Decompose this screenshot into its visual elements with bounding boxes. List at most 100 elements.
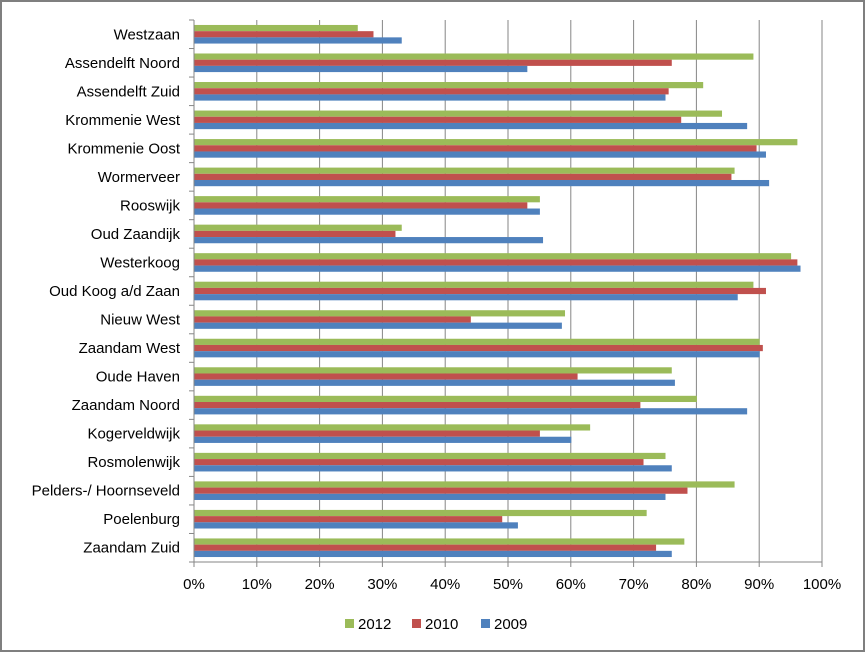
category-label: Assendelft Zuid (77, 83, 180, 100)
bar-2012-13 (194, 395, 697, 403)
bar-2009-7 (194, 237, 544, 244)
category-label: Westzaan (114, 26, 180, 43)
bar-2012-15 (194, 452, 666, 460)
category-label: Westerkoog (100, 254, 180, 271)
x-tick-label: 80% (681, 576, 711, 593)
bar-2010-6 (194, 202, 528, 209)
legend-swatch-2012 (345, 619, 354, 628)
category-label: Rosmolenwijk (87, 454, 180, 471)
bar-2009-18 (194, 550, 672, 558)
x-tick-label: 60% (556, 576, 586, 593)
x-tick-label: 70% (619, 576, 649, 593)
bar-2010-4 (194, 145, 757, 152)
bar-2009-6 (194, 208, 540, 215)
category-label: Zaandam Zuid (83, 540, 180, 557)
legend-label: 2009 (494, 616, 527, 633)
legend-label: 2010 (425, 616, 458, 633)
bar-2012-8 (194, 253, 792, 260)
bar-2009-16 (194, 493, 666, 500)
bar-2010-0 (194, 31, 374, 38)
bar-2012-6 (194, 196, 540, 203)
bar-2009-17 (194, 522, 518, 529)
bar-2010-18 (194, 544, 657, 551)
bar-2009-11 (194, 351, 760, 358)
category-label: Wormerveer (98, 169, 180, 186)
bars (194, 24, 801, 558)
bar-2012-14 (194, 424, 591, 431)
x-tick-label: 100% (803, 576, 841, 593)
bar-2012-18 (194, 538, 685, 545)
x-tick-label: 0% (183, 576, 205, 593)
x-tick-label: 90% (744, 576, 774, 593)
bar-2012-9 (194, 281, 754, 288)
bar-2009-10 (194, 322, 562, 329)
category-label: Oude Haven (96, 369, 180, 386)
category-label: Krommenie West (65, 112, 181, 129)
category-label: Zaandam West (79, 340, 181, 357)
bar-2010-14 (194, 430, 540, 437)
category-label: Oud Zaandijk (91, 226, 181, 243)
bar-2010-8 (194, 259, 798, 266)
category-label: Oud Koog a/d Zaan (49, 283, 180, 300)
bar-2009-8 (194, 265, 801, 272)
bar-2010-15 (194, 459, 644, 466)
bar-2012-5 (194, 167, 735, 174)
bar-2012-7 (194, 224, 402, 231)
bar-2009-5 (194, 179, 770, 187)
bar-2010-12 (194, 373, 578, 380)
category-label: Kogerveldwijk (87, 426, 180, 443)
x-tick-label: 40% (430, 576, 460, 593)
bar-2010-9 (194, 287, 766, 295)
bar-2010-2 (194, 88, 669, 95)
legend-swatch-2009 (481, 619, 490, 628)
category-label: Assendelft Noord (65, 55, 180, 72)
x-tick-label: 10% (242, 576, 272, 593)
bar-2012-17 (194, 509, 647, 517)
x-tick-label: 20% (305, 576, 335, 593)
legend-swatch-2010 (412, 619, 421, 628)
bar-2012-11 (194, 338, 760, 345)
category-label: Nieuw West (100, 312, 181, 329)
category-label: Zaandam Noord (72, 397, 180, 414)
category-label: Rooswijk (120, 197, 181, 214)
bar-2009-12 (194, 379, 675, 386)
bar-2010-17 (194, 516, 503, 523)
bar-2012-3 (194, 110, 723, 117)
bar-2010-5 (194, 173, 732, 180)
bar-2009-3 (194, 122, 748, 130)
bar-2009-1 (194, 65, 528, 73)
bar-2010-16 (194, 487, 688, 494)
bar-2010-10 (194, 316, 471, 323)
category-label: Krommenie Oost (67, 140, 180, 157)
bar-2012-10 (194, 310, 566, 317)
x-tick-label: 50% (493, 576, 523, 593)
tick-labels: 0% 10% 20% 30% 40% 50% 60% 70% 80% 90% 100% (183, 576, 841, 593)
bar-2010-1 (194, 59, 672, 66)
bar-2009-4 (194, 151, 766, 158)
bar-2010-7 (194, 230, 396, 238)
bar-2012-16 (194, 481, 735, 488)
x-tick-label: 30% (367, 576, 397, 593)
bar-2009-9 (194, 294, 738, 301)
bar-2010-11 (194, 344, 763, 352)
legend: 2012 2010 2009 (345, 616, 527, 633)
bar-2009-0 (194, 37, 402, 44)
bar-2009-13 (194, 408, 748, 415)
category-label: Poelenburg (103, 511, 180, 528)
legend-label: 2012 (358, 616, 391, 633)
bar-2012-0 (194, 24, 358, 32)
bar-2010-3 (194, 116, 682, 123)
bar-2012-2 (194, 82, 704, 89)
bar-2012-1 (194, 53, 754, 60)
bar-2009-15 (194, 465, 672, 472)
bar-2012-12 (194, 367, 672, 374)
axes (189, 19, 823, 567)
category-labels: Westzaan Assendelft Noord Assendelft Zuid K… (32, 26, 181, 556)
bar-2012-4 (194, 139, 798, 146)
bar-2009-14 (194, 436, 572, 443)
bar-2010-13 (194, 402, 641, 409)
category-label: Pelders-/ Hoornseveld (32, 483, 180, 500)
bar-2009-2 (194, 94, 666, 101)
